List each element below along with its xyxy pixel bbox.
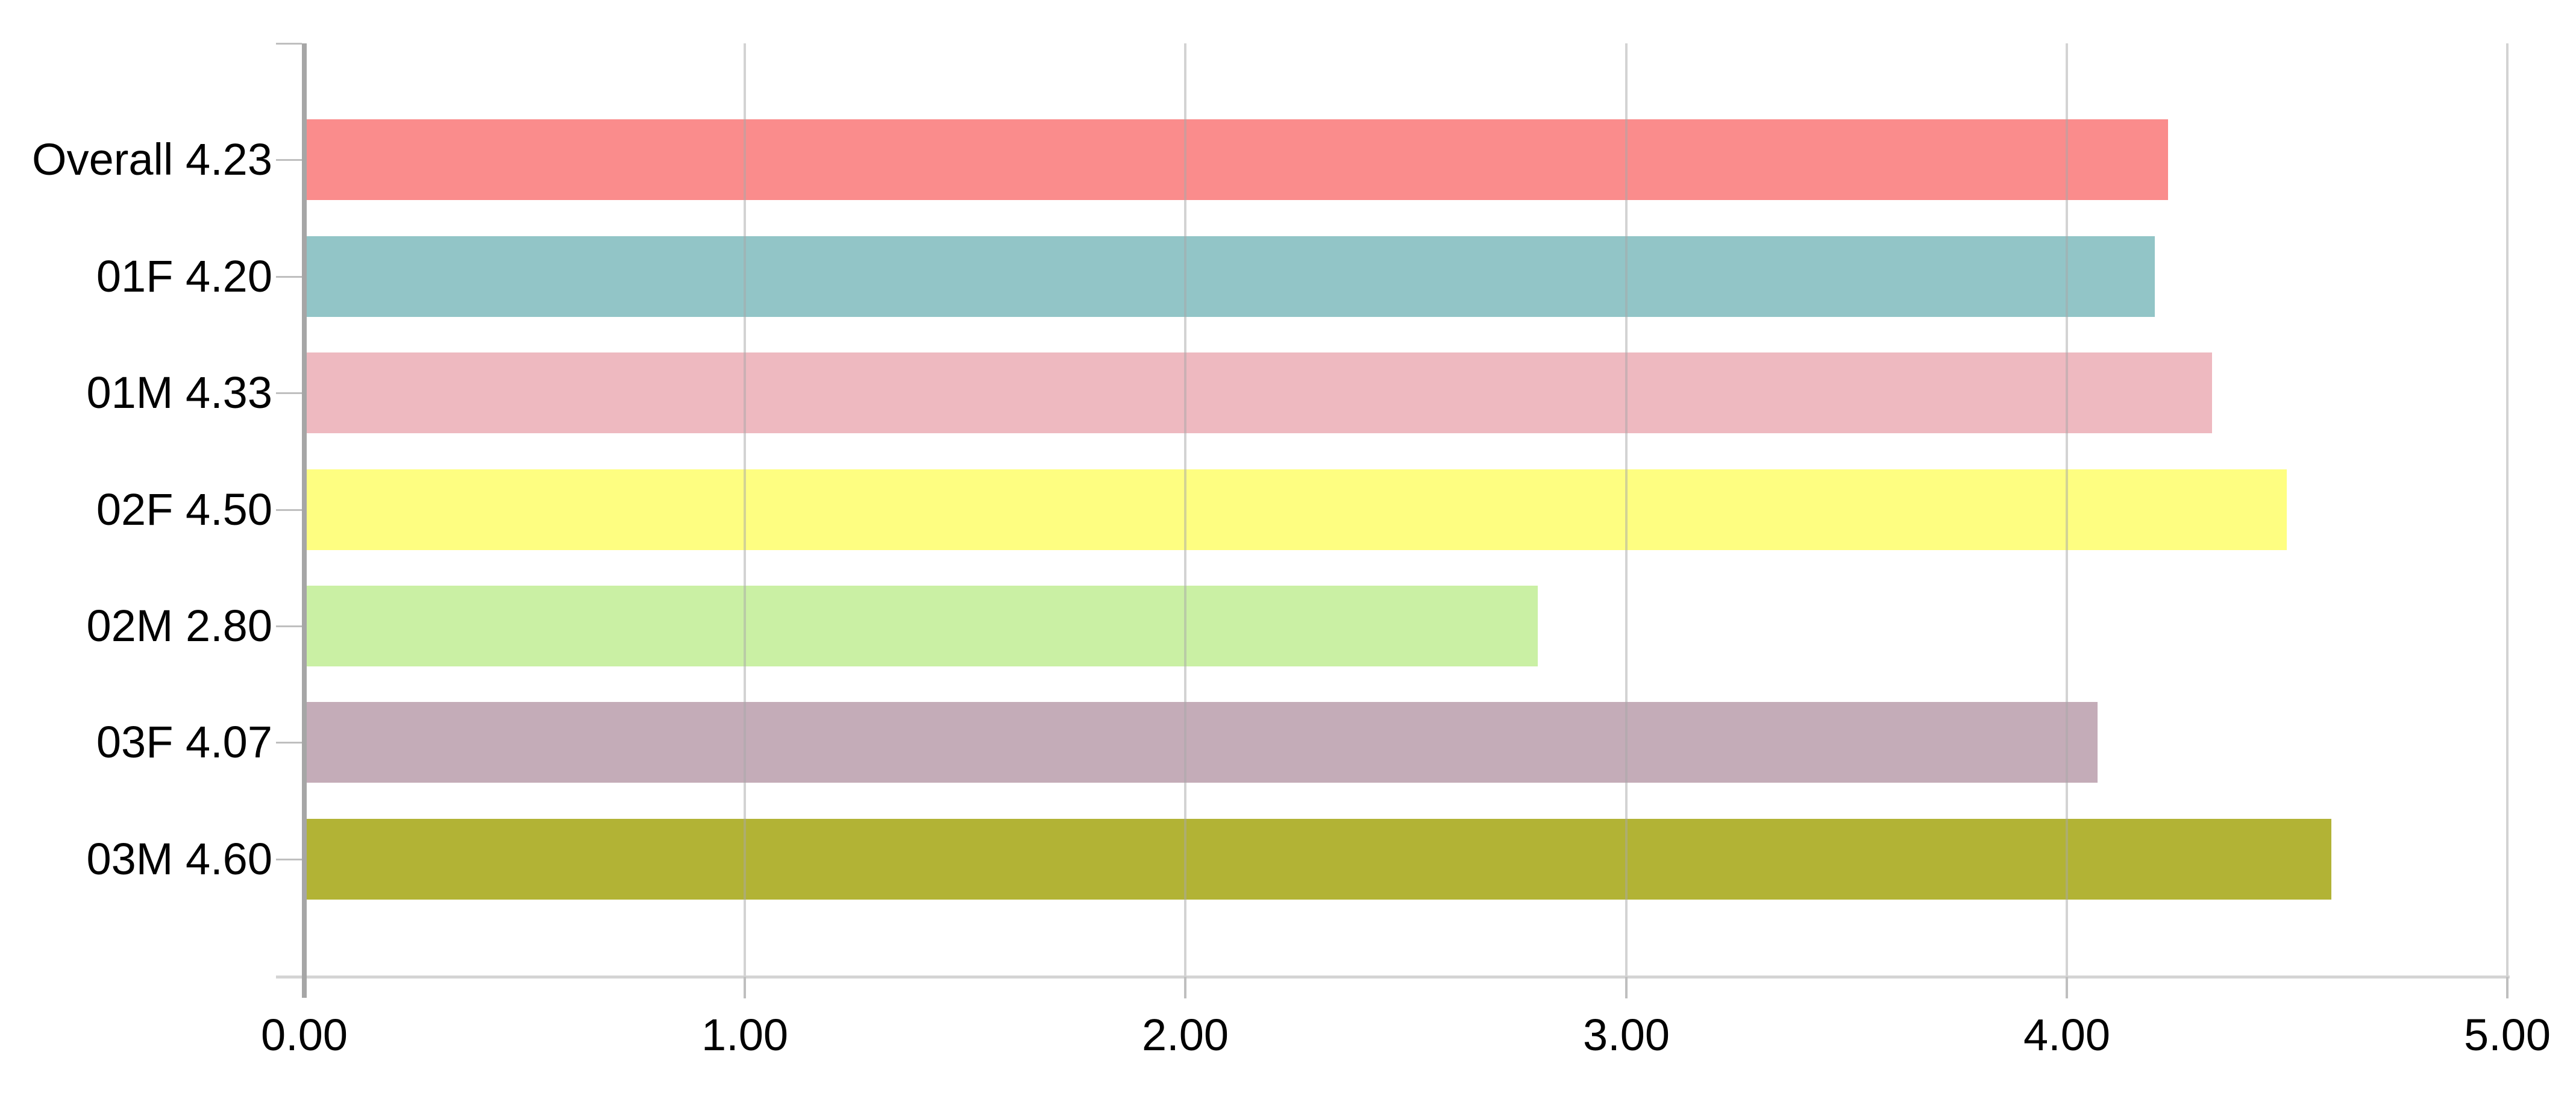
bar [304, 469, 2287, 550]
bar [304, 702, 2098, 783]
y-axis-tick [276, 625, 302, 627]
bar [304, 236, 2155, 317]
gridline [744, 43, 746, 976]
x-axis-tick-label: 0.00 [260, 1010, 348, 1060]
x-axis-tick [1184, 977, 1186, 998]
gridline [2506, 43, 2509, 976]
x-axis-tick [2506, 977, 2509, 998]
category-label: 03F 4.07 [96, 717, 272, 767]
x-axis-tick-label: 5.00 [2463, 1010, 2551, 1060]
y-axis-tick [276, 742, 302, 744]
category-label: 02F 4.50 [96, 484, 272, 534]
bar [304, 352, 2212, 433]
category-label: 01F 4.20 [96, 251, 272, 301]
category-label: Overall 4.23 [32, 134, 272, 184]
category-label: 03M 4.60 [86, 834, 272, 884]
x-axis-tick [1625, 977, 1628, 998]
gridline [1625, 43, 1628, 976]
gridline [2066, 43, 2068, 976]
y-axis-tick [276, 276, 302, 278]
x-axis-line [276, 976, 2510, 979]
bar [304, 119, 2168, 200]
bar [304, 586, 1538, 666]
category-label: 02M 2.80 [86, 601, 272, 651]
y-axis-tick [276, 392, 302, 394]
y-axis-line [302, 43, 307, 998]
x-axis-tick [2066, 977, 2068, 998]
x-axis-tick-label: 3.00 [1582, 1010, 1670, 1060]
gridline [1184, 43, 1186, 976]
y-axis-tick [276, 43, 302, 45]
x-axis-tick-label: 1.00 [701, 1010, 789, 1060]
y-axis-tick [276, 509, 302, 511]
x-axis-tick [744, 977, 746, 998]
x-axis-tick-label: 4.00 [2023, 1010, 2111, 1060]
bar [304, 819, 2331, 900]
category-label: 01M 4.33 [86, 368, 272, 418]
y-axis-tick [276, 859, 302, 860]
y-axis-tick [276, 159, 302, 161]
x-axis-tick-label: 2.00 [1141, 1010, 1229, 1060]
